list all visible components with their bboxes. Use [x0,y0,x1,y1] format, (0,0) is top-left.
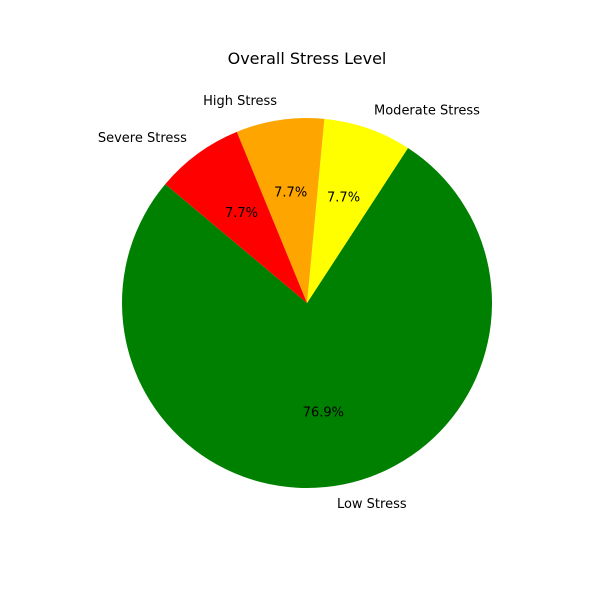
pie-percent-label-moderate-stress: 7.7% [327,191,360,206]
pie-percent-label-high-stress: 7.7% [274,186,307,201]
pie-category-label-high-stress: High Stress [203,94,277,109]
pie-percent-label-severe-stress: 7.7% [225,206,258,221]
chart-title: Overall Stress Level [228,49,387,68]
pie-category-label-low-stress: Low Stress [337,497,407,512]
pie-slices [121,118,492,488]
pie-category-label-severe-stress: Severe Stress [98,131,187,146]
pie-slice-moderate-stress [307,118,408,303]
pie-slice-severe-stress [165,131,307,303]
pie-category-label-moderate-stress: Moderate Stress [374,103,480,118]
pie-slice-high-stress [236,118,325,303]
pie-slice-low-stress [121,147,492,488]
pie-labels: 76.9% Low Stress 7.7% Moderate Stress 7.7% Hi… [98,94,480,512]
pie-percent-label-low-stress: 76.9% [303,405,344,420]
